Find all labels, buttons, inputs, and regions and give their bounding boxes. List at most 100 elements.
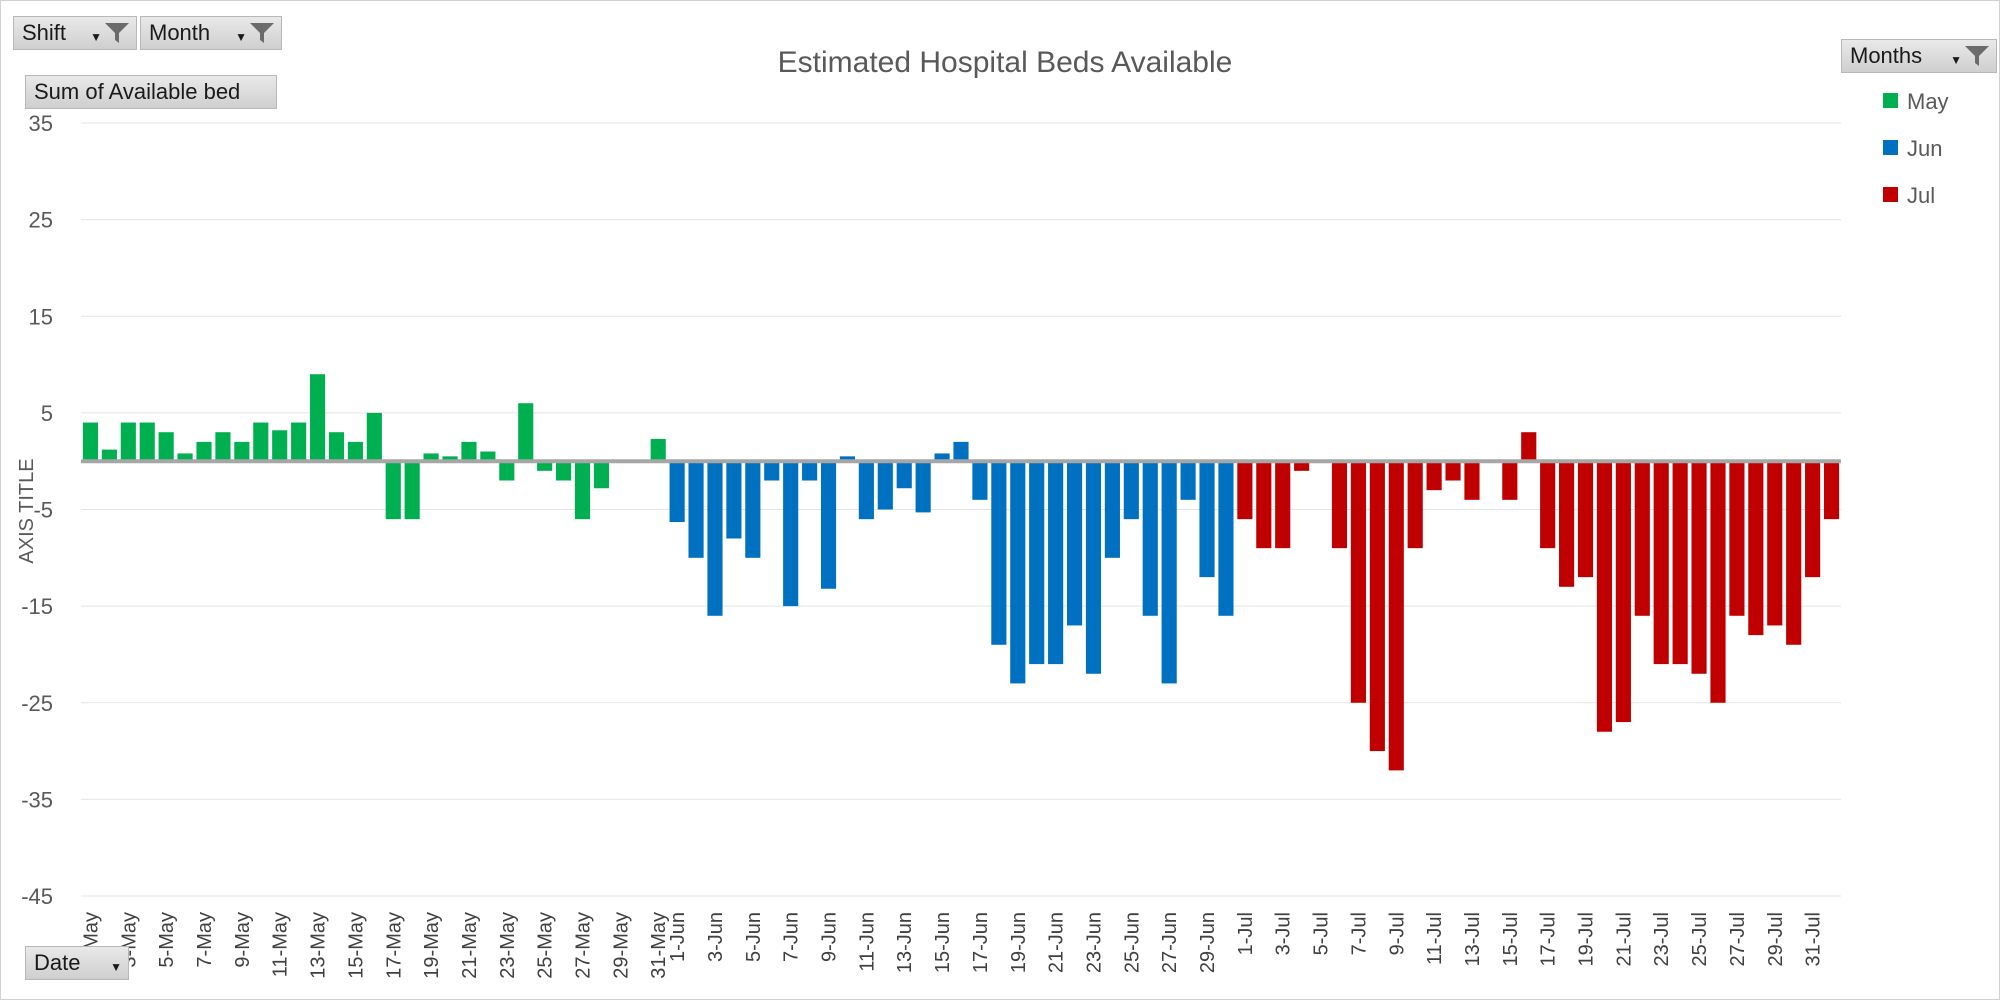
bar-jul[interactable]: [1615, 461, 1631, 723]
bar-jul[interactable]: [1407, 461, 1423, 549]
bar-jul[interactable]: [1691, 461, 1707, 674]
bar-may[interactable]: [139, 422, 155, 462]
bar-jul[interactable]: [1805, 461, 1821, 578]
bar-may[interactable]: [234, 441, 250, 462]
bar-jul[interactable]: [1596, 461, 1613, 732]
bar-jul[interactable]: [1823, 461, 1840, 520]
bar-jul[interactable]: [1369, 461, 1385, 752]
bar-jul[interactable]: [1577, 461, 1594, 578]
bar-jul[interactable]: [1767, 461, 1783, 626]
bar-may[interactable]: [196, 441, 212, 462]
bar-may[interactable]: [366, 412, 382, 462]
bar-jul[interactable]: [1464, 461, 1480, 500]
bar-jun[interactable]: [896, 461, 912, 489]
bar-may[interactable]: [499, 461, 515, 481]
bar-jul[interactable]: [1634, 461, 1650, 616]
x-tick-label: 1-Jul: [1235, 912, 1257, 955]
bar-may[interactable]: [215, 432, 231, 462]
x-tick-label: 7-May: [194, 912, 216, 968]
bar-jul[interactable]: [1388, 461, 1404, 771]
bar-jun[interactable]: [1066, 461, 1083, 626]
bar-jul[interactable]: [1502, 461, 1518, 500]
x-tick-label: 27-Jun: [1159, 912, 1181, 973]
bar-jul[interactable]: [1256, 461, 1272, 549]
bar-jul[interactable]: [1294, 461, 1310, 471]
bar-jun[interactable]: [745, 461, 761, 558]
bar-jun[interactable]: [877, 461, 893, 510]
bar-may[interactable]: [120, 422, 136, 462]
bar-jun[interactable]: [1142, 461, 1158, 616]
x-tick-label: 15-Jun: [932, 912, 954, 973]
bar-jul[interactable]: [1350, 461, 1366, 703]
bar-jun[interactable]: [991, 461, 1007, 645]
bar-may[interactable]: [291, 422, 307, 462]
bar-jun[interactable]: [915, 461, 931, 513]
bar-may[interactable]: [650, 438, 666, 462]
bar-jul[interactable]: [1445, 461, 1461, 481]
bar-may[interactable]: [556, 461, 572, 481]
bar-jul[interactable]: [1540, 461, 1556, 549]
bar-may[interactable]: [253, 422, 269, 462]
bar-jun[interactable]: [1123, 461, 1139, 520]
month-filter-button[interactable]: Month ▼: [140, 16, 282, 50]
bar-jun[interactable]: [1104, 461, 1120, 558]
bar-jun[interactable]: [1199, 461, 1215, 578]
bar-jun[interactable]: [707, 461, 723, 616]
bar-jun[interactable]: [858, 461, 874, 520]
bar-may[interactable]: [442, 456, 458, 462]
bar-jun[interactable]: [1048, 461, 1064, 665]
bar-may[interactable]: [574, 461, 591, 520]
months-legend-filter-button[interactable]: Months ▼: [1841, 39, 1997, 73]
shift-filter-button[interactable]: Shift ▼: [13, 16, 137, 50]
bar-may[interactable]: [537, 461, 553, 471]
bar-jun[interactable]: [802, 461, 818, 481]
date-axis-field-button[interactable]: Date ▼: [25, 946, 129, 980]
bar-may[interactable]: [101, 449, 117, 462]
bar-may[interactable]: [272, 430, 288, 462]
bar-jun[interactable]: [726, 461, 742, 539]
bar-may[interactable]: [461, 441, 477, 462]
bar-jun[interactable]: [934, 453, 950, 462]
value-field-button[interactable]: Sum of Available bed: [25, 75, 277, 109]
bar-jul[interactable]: [1521, 432, 1537, 462]
bar-jul[interactable]: [1559, 461, 1575, 587]
bar-may[interactable]: [158, 432, 174, 462]
bar-jul[interactable]: [1426, 461, 1442, 491]
bar-may[interactable]: [82, 422, 99, 462]
bar-jul[interactable]: [1653, 461, 1669, 665]
bar-jun[interactable]: [1218, 461, 1234, 616]
bar-may[interactable]: [404, 461, 420, 520]
bar-jun[interactable]: [669, 461, 685, 523]
bar-jun[interactable]: [1085, 461, 1102, 674]
bar-jun[interactable]: [1180, 461, 1196, 500]
bar-jul[interactable]: [1672, 461, 1688, 665]
bar-jul[interactable]: [1748, 461, 1764, 636]
bar-jun[interactable]: [688, 461, 704, 558]
bar-may[interactable]: [518, 403, 534, 462]
bar-jun[interactable]: [1029, 461, 1045, 665]
bar-jun[interactable]: [1161, 461, 1177, 684]
bar-jul[interactable]: [1331, 461, 1348, 549]
bar-jul[interactable]: [1237, 461, 1253, 520]
bar-jun[interactable]: [783, 461, 799, 607]
bar-may[interactable]: [423, 453, 439, 462]
bar-jul[interactable]: [1786, 461, 1802, 645]
bar-jul[interactable]: [1729, 461, 1745, 616]
bar-jul[interactable]: [1710, 461, 1726, 703]
bar-may[interactable]: [328, 432, 345, 462]
bar-jun[interactable]: [953, 441, 969, 462]
y-tick-label: -35: [21, 787, 53, 812]
bar-jun[interactable]: [839, 456, 856, 462]
bar-may[interactable]: [480, 451, 496, 462]
bar-jun[interactable]: [820, 461, 837, 589]
bar-jun[interactable]: [764, 461, 780, 481]
bar-jun[interactable]: [972, 461, 988, 500]
bar-may[interactable]: [309, 374, 326, 462]
bar-may[interactable]: [177, 453, 193, 462]
bar-may[interactable]: [385, 461, 401, 520]
bar-jun[interactable]: [1010, 461, 1026, 684]
bar-may[interactable]: [347, 441, 363, 462]
bar-jul[interactable]: [1275, 461, 1291, 549]
bar-may[interactable]: [593, 461, 609, 489]
x-tick-label: 29-Jun: [1197, 912, 1219, 973]
